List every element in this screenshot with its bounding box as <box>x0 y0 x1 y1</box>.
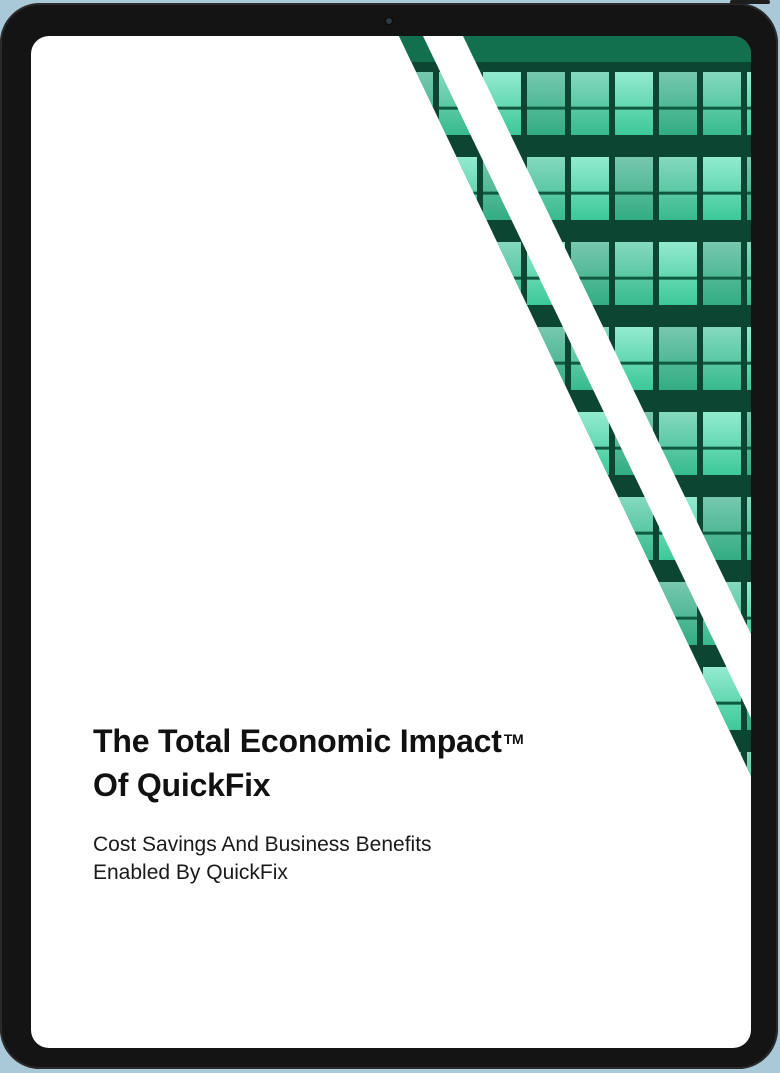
document-subtitle: Cost Savings And Business Benefits Enabl… <box>93 831 432 887</box>
document-cover: The Total Economic Impact TM Of QuickFix … <box>31 36 751 1048</box>
subtitle-line-1: Cost Savings And Business Benefits <box>93 833 432 856</box>
subtitle-line-2: Enabled By QuickFix <box>93 861 288 884</box>
power-button <box>730 0 770 4</box>
front-camera <box>386 18 392 24</box>
trademark-symbol: TM <box>503 731 524 747</box>
glass-building-facade-image <box>399 36 751 776</box>
diagonal-stripe <box>423 36 751 718</box>
title-line-2: Of QuickFix <box>93 767 271 803</box>
title-line-1: The Total Economic Impact <box>93 723 502 759</box>
document-title: The Total Economic Impact TM Of QuickFix <box>93 719 524 807</box>
